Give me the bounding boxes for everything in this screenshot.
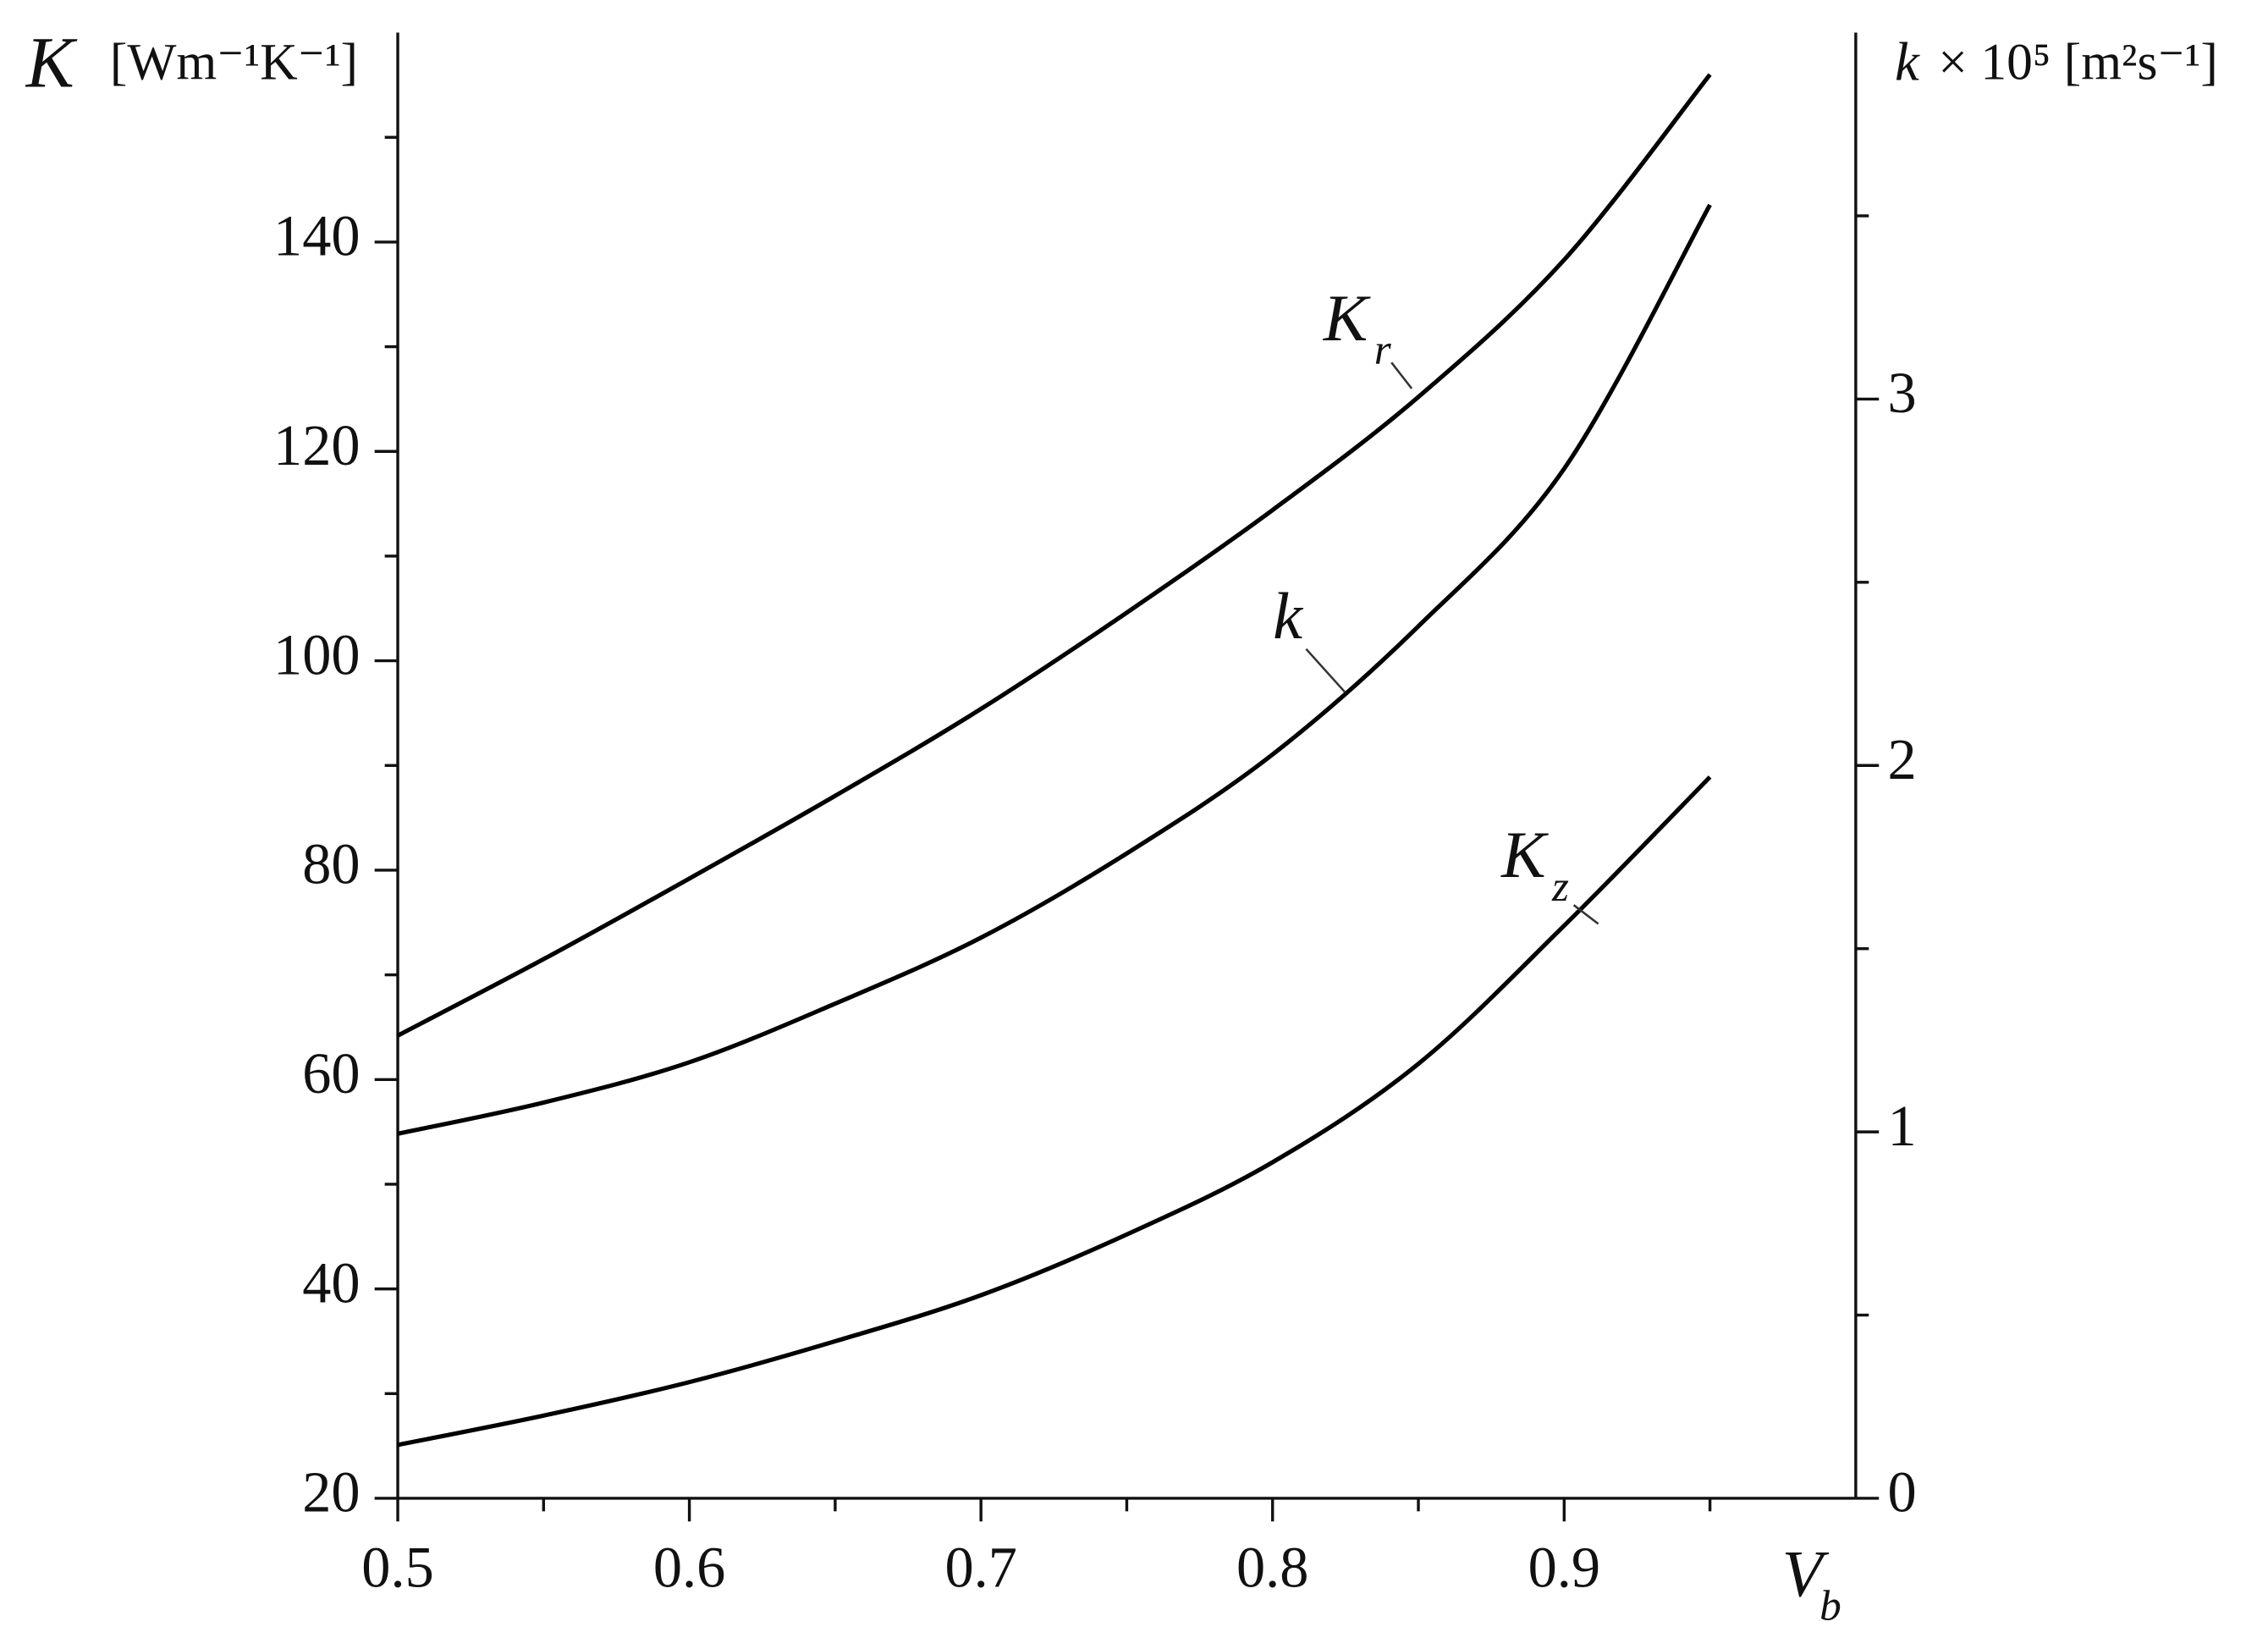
x-tick-label: 0.6 — [653, 1536, 725, 1600]
curve-label: K — [1323, 282, 1371, 356]
y2-axis-unit: × 10⁵ [m²s⁻¹] — [1938, 34, 2218, 91]
x-tick-label: 0.7 — [944, 1536, 1016, 1600]
x-tick-label: 0.8 — [1236, 1536, 1308, 1600]
y-tick-label: 60 — [302, 1041, 360, 1106]
y-tick-label: 140 — [273, 204, 361, 268]
label-leader — [1305, 648, 1346, 693]
x-axis-subscript: b — [1819, 1581, 1841, 1630]
y2-tick-label: 1 — [1887, 1094, 1916, 1158]
curve-label-subscript: r — [1374, 326, 1392, 374]
label-leader — [1390, 361, 1413, 389]
y-tick-label: 80 — [302, 832, 360, 896]
y2-tick-label: 3 — [1887, 361, 1916, 425]
x-tick-label: 0.5 — [361, 1536, 433, 1600]
curve-label-subscript: z — [1551, 863, 1569, 911]
label-leader — [1572, 904, 1599, 925]
y-tick-label: 100 — [273, 622, 361, 687]
y2-tick-label: 2 — [1887, 727, 1916, 791]
curve — [397, 203, 1712, 1136]
y-tick-label: 20 — [302, 1460, 360, 1525]
curve — [397, 775, 1712, 1448]
x-axis-symbol: V — [1782, 1537, 1830, 1611]
y2-axis-symbol: k — [1895, 31, 1920, 92]
y-axis-unit: [Wm⁻¹K⁻¹] — [110, 34, 358, 91]
curve — [396, 73, 1712, 1038]
y2-tick-label: 0 — [1887, 1460, 1916, 1525]
curve-label: K — [1500, 819, 1549, 892]
x-tick-label: 0.9 — [1528, 1536, 1600, 1600]
y-tick-label: 120 — [273, 413, 361, 477]
y-axis-symbol: K — [25, 24, 78, 103]
curve-label: k — [1273, 580, 1304, 654]
y-tick-label: 40 — [302, 1250, 360, 1315]
